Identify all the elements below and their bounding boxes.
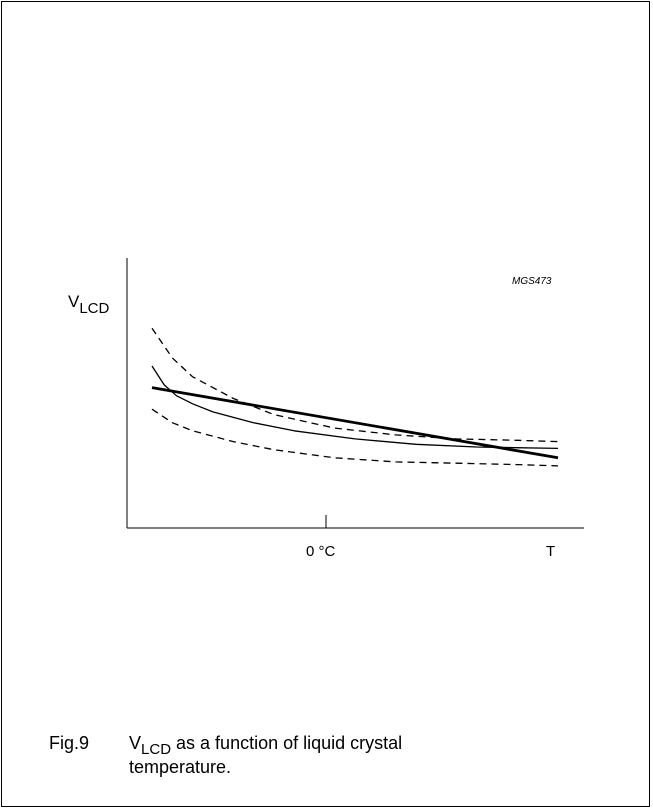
caption-main: V bbox=[129, 733, 142, 753]
caption-rest: as a function of liquid crystal temperat… bbox=[129, 733, 403, 777]
series-line-thin-2 bbox=[151, 365, 559, 450]
y-label-main: V bbox=[68, 292, 80, 311]
x-tick-label-t: T bbox=[546, 543, 556, 560]
series-line-thick-3 bbox=[151, 386, 559, 460]
figure-code: MGS473 bbox=[512, 276, 552, 287]
y-axis-label: VLCD bbox=[68, 292, 109, 317]
y-label-sub: LCD bbox=[79, 300, 110, 317]
series-line-dashed-0 bbox=[151, 327, 559, 443]
caption-sub: LCD bbox=[141, 741, 172, 758]
caption-fig-number: Fig.9 bbox=[49, 733, 90, 753]
caption-text: VLCD as a function of liquid crystal tem… bbox=[129, 732, 459, 778]
series-group bbox=[151, 327, 559, 467]
x-tick-label-zero: 0 °C bbox=[306, 543, 336, 560]
series-line-dashed-1 bbox=[151, 408, 559, 467]
